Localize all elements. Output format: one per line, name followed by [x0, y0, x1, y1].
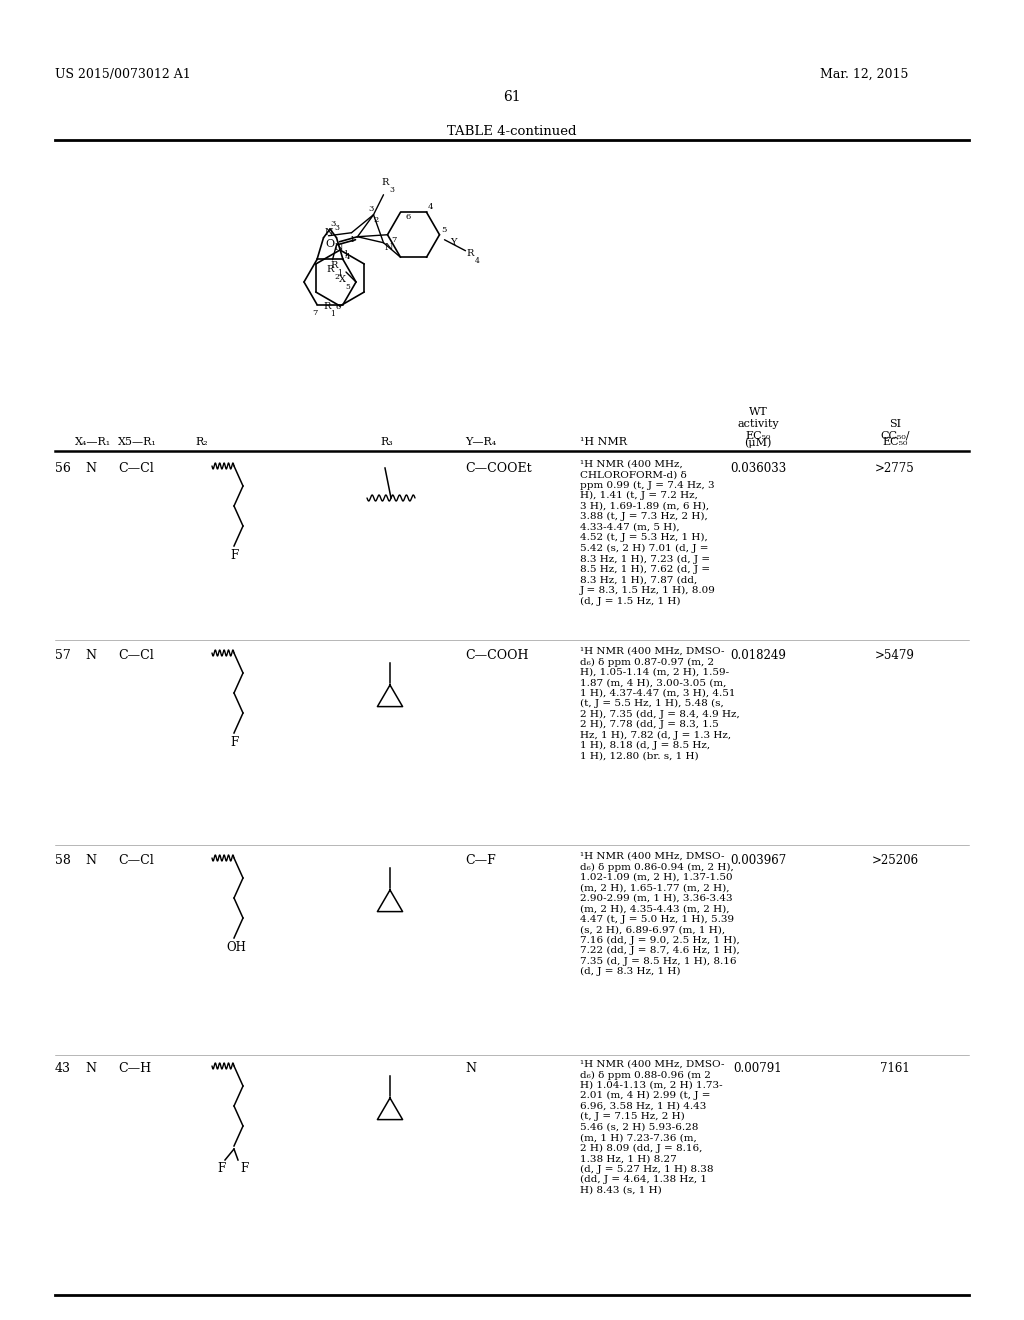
- Text: (μM): (μM): [744, 437, 772, 447]
- Text: 6: 6: [336, 302, 341, 310]
- Text: X5—R₁: X5—R₁: [118, 437, 157, 447]
- Text: OH: OH: [226, 941, 246, 954]
- Text: F: F: [240, 1162, 248, 1175]
- Text: 4: 4: [344, 253, 350, 261]
- Text: C—Cl: C—Cl: [118, 649, 154, 663]
- Text: R₃: R₃: [380, 437, 393, 447]
- Text: >25206: >25206: [871, 854, 919, 867]
- Text: F: F: [217, 1162, 225, 1175]
- Text: 61: 61: [503, 90, 521, 104]
- Text: R: R: [467, 249, 474, 259]
- Text: >5479: >5479: [876, 649, 914, 663]
- Text: N: N: [85, 1063, 96, 1074]
- Text: CC₅₀/: CC₅₀/: [881, 432, 909, 441]
- Text: 7161: 7161: [880, 1063, 910, 1074]
- Text: Mar. 12, 2015: Mar. 12, 2015: [820, 69, 908, 81]
- Text: R: R: [331, 261, 338, 271]
- Text: 0.00791: 0.00791: [733, 1063, 782, 1074]
- Text: 2: 2: [374, 215, 379, 223]
- Text: N: N: [85, 462, 96, 475]
- Text: C—Cl: C—Cl: [118, 462, 154, 475]
- Text: ¹H NMR (400 MHz, DMSO-
d₆) δ ppm 0.88-0.96 (m 2
H) 1.04-1.13 (m, 2 H) 1.73-
2.01: ¹H NMR (400 MHz, DMSO- d₆) δ ppm 0.88-0.…: [580, 1060, 725, 1195]
- Text: C—COOEt: C—COOEt: [465, 462, 531, 475]
- Text: 0.036033: 0.036033: [730, 462, 786, 475]
- Text: R₂: R₂: [195, 437, 208, 447]
- Text: R: R: [327, 265, 334, 275]
- Text: C—COOH: C—COOH: [465, 649, 528, 663]
- Text: EC₅₀: EC₅₀: [883, 437, 907, 447]
- Text: 5: 5: [345, 282, 350, 290]
- Text: 1: 1: [331, 309, 336, 318]
- Text: 2: 2: [334, 273, 339, 281]
- Text: 5: 5: [440, 226, 446, 234]
- Text: F: F: [230, 737, 239, 748]
- Text: US 2015/0073012 A1: US 2015/0073012 A1: [55, 69, 190, 81]
- Text: 1: 1: [338, 269, 342, 277]
- Text: N: N: [384, 243, 393, 252]
- Text: SI: SI: [889, 418, 901, 429]
- Text: R: R: [382, 178, 389, 187]
- Text: ¹H NMR: ¹H NMR: [580, 437, 627, 447]
- Text: Y: Y: [451, 238, 457, 247]
- Text: 4: 4: [475, 256, 480, 265]
- Text: 4: 4: [428, 203, 433, 211]
- Text: WT: WT: [749, 407, 767, 417]
- Text: N: N: [325, 228, 333, 238]
- Text: 58: 58: [55, 854, 71, 867]
- Text: X₄—R₁: X₄—R₁: [75, 437, 112, 447]
- Text: ¹H NMR (400 MHz, DMSO-
d₆) δ ppm 0.87-0.97 (m, 2
H), 1.05-1.14 (m, 2 H), 1.59-
1: ¹H NMR (400 MHz, DMSO- d₆) δ ppm 0.87-0.…: [580, 647, 739, 760]
- Text: 43: 43: [55, 1063, 71, 1074]
- Text: 6: 6: [406, 214, 411, 222]
- Text: 0.003967: 0.003967: [730, 854, 786, 867]
- Text: C—F: C—F: [465, 854, 496, 867]
- Text: N: N: [85, 649, 96, 663]
- Text: EC₅₀: EC₅₀: [745, 432, 771, 441]
- Text: 7: 7: [391, 236, 396, 244]
- Text: 3: 3: [389, 186, 394, 194]
- Text: X: X: [339, 276, 345, 285]
- Text: 7: 7: [312, 309, 317, 317]
- Text: O: O: [325, 239, 334, 248]
- Text: 3: 3: [331, 220, 336, 228]
- Text: 3: 3: [369, 205, 374, 213]
- Text: N: N: [465, 1063, 476, 1074]
- Text: 1: 1: [343, 249, 348, 257]
- Text: activity: activity: [737, 418, 779, 429]
- Text: ¹H NMR (400 MHz, DMSO-
d₆) δ ppm 0.86-0.94 (m, 2 H),
1.02-1.09 (m, 2 H), 1.37-1.: ¹H NMR (400 MHz, DMSO- d₆) δ ppm 0.86-0.…: [580, 851, 739, 977]
- Text: 56: 56: [55, 462, 71, 475]
- Text: R: R: [324, 302, 331, 312]
- Text: >2775: >2775: [876, 462, 914, 475]
- Text: 0.018249: 0.018249: [730, 649, 786, 663]
- Text: N: N: [334, 243, 343, 252]
- Text: C—Cl: C—Cl: [118, 854, 154, 867]
- Text: N: N: [85, 854, 96, 867]
- Text: TABLE 4-continued: TABLE 4-continued: [447, 125, 577, 139]
- Text: Y—R₄: Y—R₄: [465, 437, 497, 447]
- Text: 57: 57: [55, 649, 71, 663]
- Text: 3: 3: [334, 223, 339, 232]
- Text: 1: 1: [350, 236, 355, 244]
- Text: ¹H NMR (400 MHz,
CHLOROFORM-d) δ
ppm 0.99 (t, J = 7.4 Hz, 3
H), 1.41 (t, J = 7.2: ¹H NMR (400 MHz, CHLOROFORM-d) δ ppm 0.9…: [580, 459, 716, 606]
- Text: C—H: C—H: [118, 1063, 152, 1074]
- Text: F: F: [230, 549, 239, 562]
